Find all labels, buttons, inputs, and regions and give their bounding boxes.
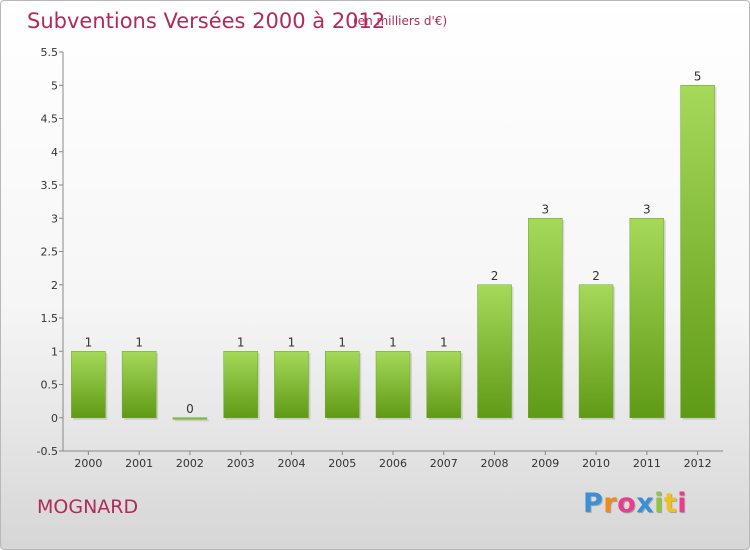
logo-letter: o bbox=[617, 488, 637, 519]
y-tick-label: 5 bbox=[51, 79, 58, 92]
y-tick-label: 4 bbox=[51, 146, 58, 159]
x-tick-label: 2002 bbox=[176, 457, 204, 470]
logo-letter: t bbox=[663, 488, 678, 519]
logo-letter: i bbox=[677, 488, 688, 519]
bar-value-label: 1 bbox=[440, 335, 448, 349]
logo-letter: x bbox=[636, 488, 655, 519]
y-tick-label: 3.5 bbox=[41, 179, 59, 192]
bar bbox=[375, 351, 411, 418]
commune-name: MOGNARD bbox=[37, 496, 139, 518]
x-tick-label: 2005 bbox=[328, 457, 356, 470]
bar bbox=[477, 284, 512, 418]
logo-letter: P bbox=[583, 488, 604, 519]
bar-shadow bbox=[174, 419, 209, 422]
x-tick-label: 2011 bbox=[633, 457, 661, 470]
y-tick-label: 2 bbox=[51, 279, 58, 292]
y-tick-label: 4.5 bbox=[41, 113, 59, 126]
bar bbox=[629, 218, 665, 418]
bar-value-label: 3 bbox=[643, 202, 651, 216]
bar bbox=[274, 351, 309, 418]
bar-value-label: 1 bbox=[237, 335, 245, 349]
bar bbox=[223, 351, 258, 418]
bar bbox=[71, 351, 106, 418]
chart-subtitle: (en milliers d'€) bbox=[353, 14, 448, 28]
y-tick-label: 0.5 bbox=[41, 379, 59, 392]
bar-value-label: 1 bbox=[389, 335, 397, 349]
logo-letter: i bbox=[654, 488, 664, 519]
x-tick-label: 2012 bbox=[684, 457, 712, 470]
logo-letter: r bbox=[603, 488, 618, 519]
x-tick-label: 2010 bbox=[582, 457, 610, 470]
x-tick-label: 2003 bbox=[227, 457, 255, 470]
x-tick-label: 2008 bbox=[481, 457, 509, 470]
x-tick-label: 2000 bbox=[74, 457, 102, 470]
bar-value-label: 5 bbox=[694, 69, 702, 83]
bar bbox=[172, 417, 208, 420]
bar-value-label: 1 bbox=[85, 335, 93, 349]
x-tick-label: 2009 bbox=[531, 457, 559, 470]
proxiti-logo: Proxiti bbox=[583, 488, 687, 519]
bar bbox=[121, 351, 157, 418]
y-tick-label: 2.5 bbox=[41, 246, 59, 259]
y-tick-label: -0.5 bbox=[37, 445, 58, 458]
y-tick-label: 1 bbox=[51, 345, 58, 358]
x-tick-label: 2007 bbox=[430, 457, 458, 470]
y-tick-label: 5.5 bbox=[41, 46, 59, 59]
bar-value-label: 0 bbox=[186, 402, 194, 416]
y-tick-label: 3 bbox=[51, 212, 58, 225]
bar-value-label: 3 bbox=[541, 202, 549, 216]
bar bbox=[528, 218, 563, 418]
x-tick-label: 2001 bbox=[125, 457, 153, 470]
bar bbox=[324, 351, 360, 418]
bar-value-label: 1 bbox=[338, 335, 346, 349]
chart-title: Subventions Versées 2000 à 2012 bbox=[27, 9, 386, 33]
y-tick-label: 0 bbox=[51, 412, 58, 425]
bar bbox=[578, 284, 614, 418]
x-tick-label: 2006 bbox=[379, 457, 407, 470]
bar-value-label: 1 bbox=[135, 335, 143, 349]
bar bbox=[426, 351, 462, 418]
bar bbox=[680, 85, 715, 418]
bar-value-label: 2 bbox=[491, 269, 499, 283]
y-tick-label: 1.5 bbox=[41, 312, 59, 325]
x-tick-label: 2004 bbox=[277, 457, 305, 470]
bar-value-label: 2 bbox=[592, 269, 600, 283]
bar-value-label: 1 bbox=[288, 335, 296, 349]
